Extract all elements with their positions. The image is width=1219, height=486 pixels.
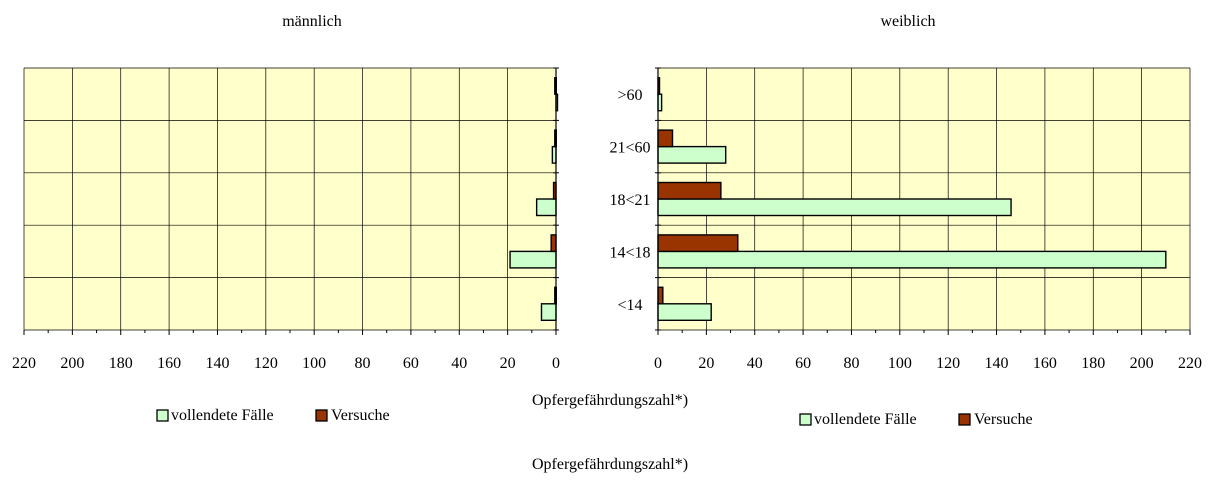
right-x-tick-label: 120 — [936, 355, 960, 372]
left-legend-label-completed: vollendete Fälle — [171, 407, 274, 424]
left-x-tick-label: 220 — [12, 355, 36, 372]
right-bar-completed — [657, 250, 1167, 269]
left-chart-title: männlich — [282, 13, 342, 30]
category-labels: <14 14<18 18<21 21<60 >60 — [609, 87, 650, 314]
left-x-tick-label: 120 — [254, 355, 278, 372]
right-bar-attempts — [657, 234, 739, 253]
right-legend-label-completed: vollendete Fälle — [814, 411, 917, 428]
right-chart-title: weiblich — [880, 13, 935, 30]
right-x-tick-label: 180 — [1081, 355, 1105, 372]
right-x-tick-label: 100 — [888, 355, 912, 372]
left-x-tick-label: 100 — [302, 355, 326, 372]
right-x-tick-label: 160 — [1033, 355, 1057, 372]
left-x-tick-label: 180 — [109, 355, 133, 372]
left-plot-area — [24, 68, 556, 330]
left-x-tick-label: 40 — [451, 355, 467, 372]
category-label: >60 — [617, 87, 642, 104]
right-x-tick-label: 80 — [843, 355, 859, 372]
left-bar-completed — [509, 250, 557, 269]
left-x-tick-label: 80 — [355, 355, 371, 372]
right-x-tick-label: 20 — [698, 355, 714, 372]
left-x-tick-label: 140 — [205, 355, 229, 372]
left-legend-swatch-attempts — [315, 409, 328, 422]
right-x-axis: 0 20 40 60 80 100 120 140 160 180 200 220 — [654, 67, 1202, 372]
right-bars — [657, 76, 1167, 321]
right-bar-completed — [657, 303, 712, 321]
left-legend-swatch-completed — [156, 409, 169, 422]
right-x-tick-label: 200 — [1130, 355, 1154, 372]
left-bar-completed — [535, 198, 557, 217]
category-label: 18<21 — [609, 192, 650, 209]
right-legend-swatch-attempts — [958, 413, 971, 426]
right-bar-completed — [657, 198, 1012, 217]
right-legend: vollendete Fälle Versuche — [799, 411, 1033, 428]
left-x-axis: 0 20 40 60 80 100 120 140 160 180 200 220 — [12, 67, 560, 372]
right-x-tick-label: 220 — [1178, 355, 1202, 372]
category-label: 14<18 — [609, 244, 650, 261]
right-x-tick-label: 60 — [795, 355, 811, 372]
category-label: <14 — [617, 297, 642, 314]
left-x-tick-label: 160 — [157, 355, 181, 372]
right-legend-swatch-completed — [799, 413, 812, 426]
left-x-tick-label: 0 — [552, 355, 560, 372]
left-gridlines — [23, 67, 557, 331]
left-legend: vollendete Fälle Versuche — [156, 407, 390, 424]
right-bar-attempts — [657, 129, 674, 148]
right-bar-attempts — [657, 286, 664, 305]
left-bar-completed — [540, 303, 557, 321]
right-x-axis-title: Opfergefährdungszahl*) — [532, 456, 688, 473]
left-legend-label-attempts: Versuche — [331, 407, 390, 424]
left-x-axis-title: Opfergefährdungszahl*) — [532, 392, 688, 409]
right-x-tick-label: 140 — [985, 355, 1009, 372]
left-x-tick-label: 20 — [500, 355, 516, 372]
left-x-tick-label: 200 — [60, 355, 84, 372]
left-x-tick-label: 60 — [403, 355, 419, 372]
right-x-tick-label: 40 — [747, 355, 763, 372]
left-bar-attempts — [550, 234, 557, 253]
right-bar-attempts — [657, 181, 722, 200]
right-legend-label-attempts: Versuche — [974, 411, 1033, 428]
right-bar-completed — [657, 145, 727, 164]
right-x-tick-label: 0 — [654, 355, 662, 372]
category-label: 21<60 — [609, 140, 650, 157]
